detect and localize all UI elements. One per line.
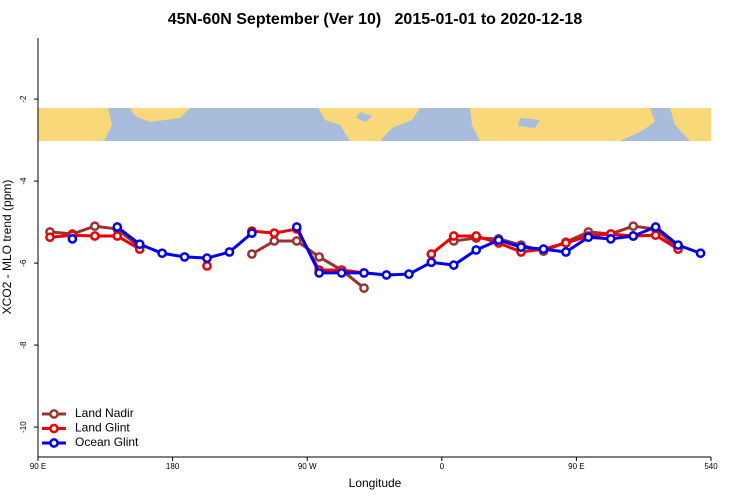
data-point: [291, 222, 302, 232]
data-point: [673, 240, 683, 250]
data-point: [516, 242, 526, 252]
y-tick-label: -2: [19, 95, 28, 103]
legend-marker: [49, 409, 59, 419]
data-point: [426, 249, 437, 259]
legend-label: Ocean Glint: [75, 435, 139, 449]
data-point: [359, 283, 369, 293]
data-point: [493, 235, 504, 245]
data-point: [605, 234, 616, 244]
data-point: [314, 252, 325, 262]
y-tick-label: -10: [19, 421, 28, 433]
y-tick-label: -8: [19, 341, 28, 349]
data-point: [179, 252, 190, 262]
data-point: [448, 231, 459, 241]
legend-label: Land Glint: [75, 421, 130, 435]
map-strip: [38, 108, 711, 141]
data-point: [628, 231, 639, 241]
data-point: [381, 270, 392, 280]
x-tick-label: 180: [166, 462, 180, 471]
data-point: [471, 231, 482, 241]
data-point: [202, 253, 212, 264]
legend-marker: [49, 423, 59, 434]
data-point: [314, 268, 325, 278]
data-point: [134, 239, 145, 250]
y-tick-label: -6: [19, 259, 28, 267]
x-tick-label: 90 E: [30, 462, 46, 471]
data-point: [448, 260, 459, 270]
data-point: [561, 247, 571, 257]
data-point: [89, 231, 100, 241]
x-axis-title: Longitude: [349, 476, 402, 490]
data-point: [89, 221, 100, 232]
data-point: [247, 228, 257, 239]
legend-marker: [49, 438, 59, 448]
legend-label: Land Nadir: [75, 406, 134, 420]
data-point: [695, 248, 706, 259]
data-point: [291, 236, 302, 246]
data-point: [471, 245, 482, 255]
data-point: [269, 236, 280, 246]
data-point: [202, 261, 212, 271]
y-axis-title: XCO2 - MLO trend (ppm): [0, 180, 14, 315]
data-point: [650, 222, 661, 232]
y-tick-label: -4: [19, 177, 28, 185]
data-point: [561, 238, 571, 248]
data-point: [650, 230, 661, 241]
data-point: [224, 247, 235, 257]
data-point: [583, 232, 594, 243]
data-point: [628, 221, 639, 232]
data-point: [157, 248, 167, 259]
x-tick-label: 90 W: [298, 462, 317, 471]
data-point: [112, 231, 123, 241]
data-point: [404, 269, 414, 279]
data-point: [359, 268, 369, 278]
data-point: [426, 257, 437, 268]
data-point: [247, 249, 257, 259]
data-point: [269, 228, 280, 239]
x-tick-label: 90 E: [568, 462, 584, 471]
data-point: [112, 222, 123, 232]
data-point: [45, 232, 55, 243]
x-tick-label: 0: [440, 462, 445, 471]
data-point: [67, 234, 78, 244]
data-point: [538, 244, 549, 254]
x-tick-label: 540: [704, 462, 718, 471]
chart-title: 45N-60N September (Ver 10) 2015-01-01 to…: [168, 11, 583, 28]
data-point: [336, 268, 347, 278]
